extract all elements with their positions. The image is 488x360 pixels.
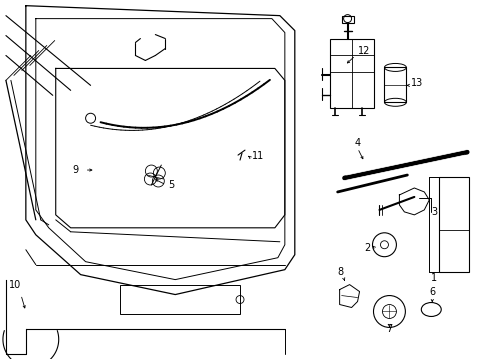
Bar: [120, 285, 240, 315]
Text: 10: 10: [9, 280, 21, 289]
Text: 8: 8: [337, 267, 343, 276]
Text: 4: 4: [354, 138, 360, 148]
Text: 9: 9: [73, 165, 79, 175]
Bar: [384, 67, 406, 102]
Text: 11: 11: [251, 151, 264, 161]
Text: 2: 2: [364, 243, 370, 253]
Text: 3: 3: [430, 207, 436, 217]
Bar: [341, 15, 353, 23]
Text: 13: 13: [410, 78, 423, 88]
Bar: [329, 39, 374, 108]
Text: 7: 7: [386, 324, 392, 334]
Text: 12: 12: [357, 45, 369, 55]
Text: 1: 1: [430, 273, 436, 283]
Bar: [438, 177, 468, 272]
Text: 6: 6: [428, 287, 434, 297]
Text: 5: 5: [168, 180, 174, 190]
